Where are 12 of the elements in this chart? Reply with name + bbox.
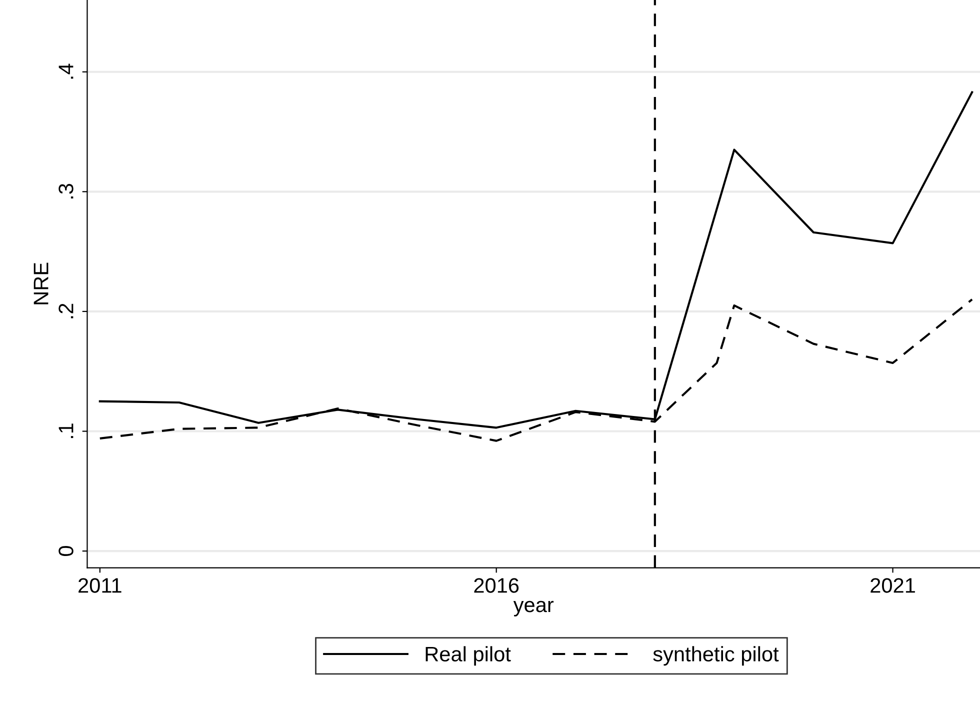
y-tick-label: .1 [58,424,74,438]
y-tick-label: 0 [58,546,74,556]
x-tick-label: 2011 [78,578,122,593]
x-tick-label: 2021 [870,578,915,593]
legend-label: synthetic pilot [653,646,779,666]
y-tick-label: .4 [58,64,74,79]
legend-label: Real pilot [426,646,511,666]
x-tick-label: 2016 [474,578,519,593]
y-tick-label: .3 [58,184,74,198]
y-axis-title: NRE [34,262,48,304]
y-tick-label: .2 [58,304,74,318]
x-axis-title: year [513,600,554,616]
